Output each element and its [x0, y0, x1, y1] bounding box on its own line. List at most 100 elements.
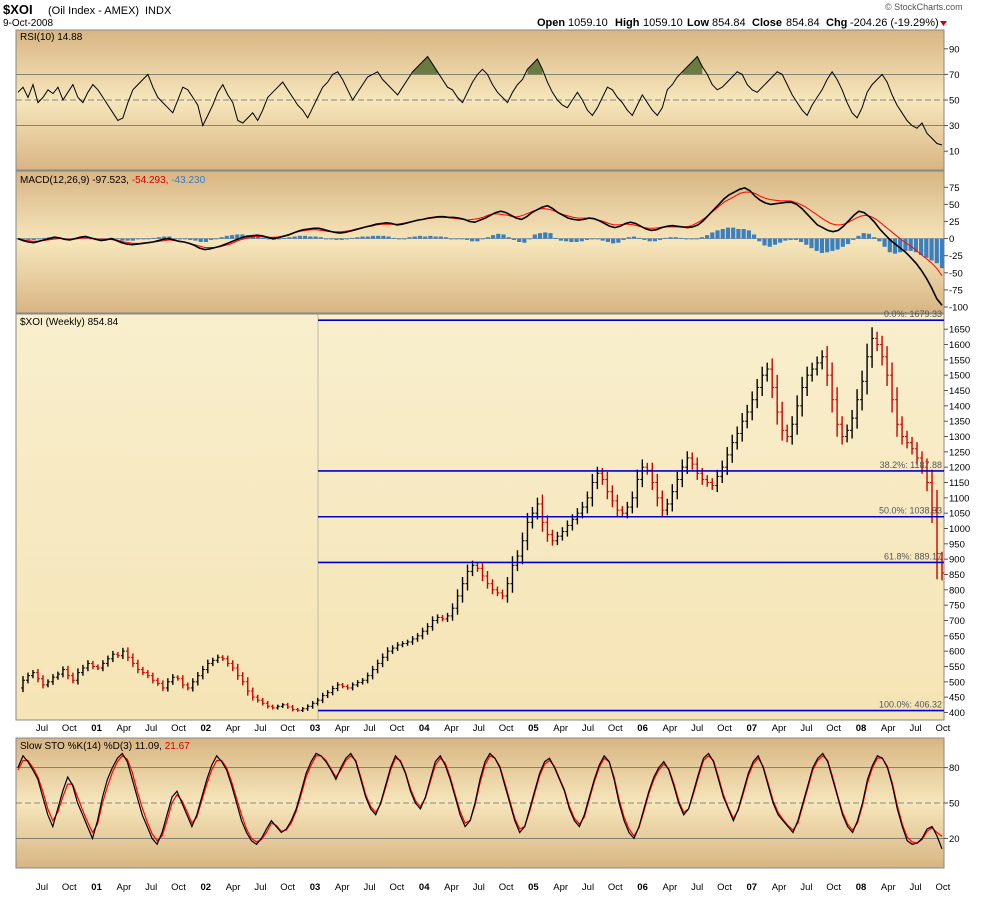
high-value: 1059.10: [643, 17, 683, 29]
x-axis-tick-label: Jul: [691, 723, 703, 734]
x-axis-tick-label: Oct: [499, 723, 514, 734]
x-axis-tick-label: 05: [528, 723, 539, 734]
fibonacci-label: 50.0%: 1038.33: [879, 506, 942, 516]
macd-histogram-bar: [329, 238, 334, 240]
x-axis-tick-label: Oct: [717, 723, 732, 734]
x-axis-tick-label: Apr: [117, 882, 132, 893]
macd-histogram-bar: [464, 238, 470, 240]
x-axis-tick-label: Oct: [171, 723, 186, 734]
x-axis-tick-label: Oct: [826, 723, 841, 734]
x-axis-tick-label: Apr: [226, 882, 241, 893]
x-axis-tick-label: Jul: [473, 723, 485, 734]
macd-histogram-bar: [224, 235, 229, 239]
rsi-tick-label: 70: [949, 70, 960, 81]
x-axis-tick-label: 04: [419, 882, 430, 893]
macd-histogram-bar: [459, 238, 464, 240]
macd-histogram-bar: [344, 238, 349, 240]
macd-histogram-bar: [553, 237, 558, 239]
rsi-title: RSI(10) 14.88: [20, 32, 83, 43]
macd-histogram-bar: [485, 237, 490, 239]
macd-histogram-bar: [616, 238, 621, 243]
price-tick-label: 1400: [949, 401, 970, 412]
macd-line: [17, 187, 943, 306]
rsi-overbought-fill: [412, 56, 438, 75]
macd-histogram-bar: [511, 238, 517, 240]
macd-histogram-bar: [454, 238, 459, 240]
macd-histogram-bar: [360, 236, 365, 239]
macd-histogram-bar: [203, 238, 209, 242]
macd-histogram-bar: [569, 238, 574, 242]
macd-histogram-bar: [339, 238, 344, 240]
macd-histogram-bar: [532, 234, 537, 239]
x-axis-tick-label: 06: [637, 882, 648, 893]
macd-histogram-bar: [642, 238, 647, 240]
macd-histogram-bar: [214, 238, 219, 240]
macd-histogram-bar: [303, 235, 308, 239]
x-axis-tick-label: Jul: [36, 723, 48, 734]
x-axis-tick-label: 02: [201, 882, 212, 893]
macd-histogram-bar: [261, 237, 266, 239]
macd-histogram-bar: [934, 238, 939, 264]
stochastic-tick-label: 80: [949, 763, 960, 774]
fibonacci-label: 38.2%: 1187.88: [880, 460, 942, 470]
macd-histogram-bar: [120, 238, 125, 241]
macd-histogram-bar: [877, 238, 882, 242]
x-axis-tick-label: Oct: [390, 882, 405, 893]
x-axis-tick-label: Jul: [910, 882, 922, 893]
macd-histogram-bar: [856, 235, 861, 239]
price-tick-label: 1450: [949, 386, 970, 397]
stochastic-k-line: [17, 752, 943, 850]
macd-histogram-bar: [825, 238, 830, 253]
macd-histogram-bar: [88, 238, 94, 240]
macd-histogram-bar: [42, 237, 47, 239]
macd-tick-label: 0: [949, 234, 954, 245]
price-tick-label: 900: [949, 555, 965, 566]
x-axis-tick-label: Jul: [800, 882, 812, 893]
macd-histogram-bar: [193, 238, 198, 241]
macd-histogram-bar: [292, 236, 297, 239]
stochastic-tick-label: 20: [949, 834, 960, 845]
x-axis-tick-label: Apr: [881, 723, 896, 734]
macd-histogram-bar: [370, 235, 376, 239]
x-axis-tick-label: 02: [201, 723, 212, 734]
x-axis-tick-label: Jul: [364, 882, 376, 893]
macd-histogram-bar: [548, 233, 553, 239]
macd-histogram-bar: [929, 238, 934, 261]
macd-histogram-bar: [130, 238, 135, 241]
x-axis-tick-label: Jul: [145, 723, 157, 734]
macd-tick-label: -50: [949, 268, 963, 279]
x-axis-tick-label: Oct: [280, 882, 295, 893]
x-axis-tick-label: Oct: [608, 723, 623, 734]
macd-histogram-bar: [715, 230, 720, 239]
macd-histogram-bar: [751, 234, 757, 239]
macd-histogram-bar: [365, 236, 370, 239]
macd-histogram-bar: [772, 238, 778, 245]
macd-histogram-bar: [449, 238, 454, 240]
price-tick-label: 1000: [949, 524, 970, 535]
macd-histogram-bar: [673, 237, 678, 239]
x-axis-tick-label: Apr: [117, 723, 132, 734]
price-tick-label: 450: [949, 693, 965, 704]
macd-histogram-bar: [830, 238, 835, 251]
macd-histogram-bar: [438, 236, 443, 239]
price-tick-label: 1050: [949, 509, 970, 520]
stochastic-tick-label: 50: [949, 799, 960, 810]
x-axis-tick-label: 01: [91, 882, 102, 893]
macd-histogram-bar: [537, 233, 543, 239]
macd-histogram-bar: [36, 238, 41, 240]
macd-histogram-bar: [919, 238, 924, 255]
macd-histogram-bar: [417, 235, 423, 239]
macd-histogram-bar: [146, 238, 151, 240]
x-axis-tick-label: Apr: [553, 723, 568, 734]
credit-label: © StockCharts.com: [885, 2, 963, 12]
chg-label: Chg: [826, 17, 847, 29]
x-axis-tick-label: Apr: [772, 723, 787, 734]
macd-histogram-bar: [522, 238, 527, 243]
macd-tick-label: 25: [949, 217, 960, 228]
low-value: 854.84: [712, 17, 746, 29]
x-axis-tick-label: Oct: [171, 882, 186, 893]
down-arrow-icon: [940, 21, 947, 26]
macd-histogram-bar: [443, 237, 449, 239]
macd-histogram-bar: [845, 238, 851, 245]
